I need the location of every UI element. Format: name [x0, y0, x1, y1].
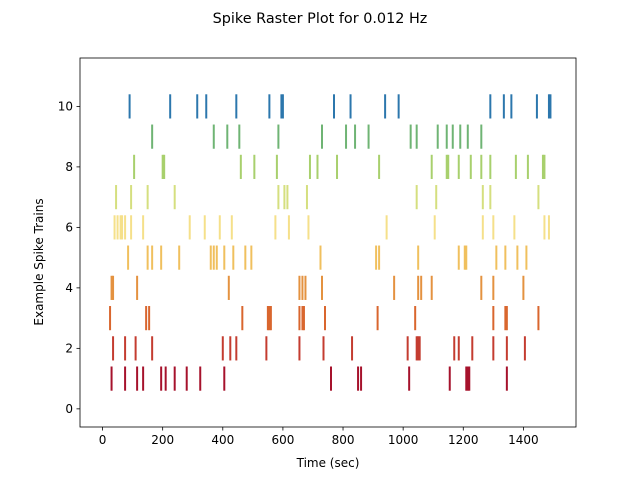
x-axis-label: Time (sec) — [296, 456, 360, 470]
spike-train-6 — [113, 215, 550, 240]
x-axis: 0 200 400 600 800 1000 1200 1400 — [99, 427, 539, 447]
spike-train-8 — [133, 154, 546, 179]
y-axis-label: Example Spike Trains — [32, 198, 46, 325]
spike-train-1 — [110, 366, 508, 391]
spike-train-10 — [128, 94, 552, 119]
x-tick-label: 1400 — [508, 433, 539, 447]
x-tick-label: 0 — [99, 433, 107, 447]
spike-train-7 — [115, 185, 540, 210]
spike-train-9 — [151, 124, 483, 149]
y-axis: 0 2 4 6 8 10 — [58, 99, 80, 416]
x-tick-label: 1200 — [448, 433, 479, 447]
y-tick-label: 6 — [65, 220, 73, 234]
axes-frame — [79, 57, 577, 428]
plot-area — [109, 94, 552, 391]
y-tick-label: 0 — [65, 402, 73, 416]
y-tick-label: 2 — [65, 341, 73, 355]
spike-train-3 — [109, 306, 540, 331]
y-tick-label: 10 — [58, 99, 73, 113]
y-tick-label: 8 — [65, 160, 73, 174]
y-tick-label: 4 — [65, 281, 73, 295]
x-tick-label: 800 — [332, 433, 355, 447]
x-tick-label: 1000 — [388, 433, 419, 447]
spike-train-5 — [127, 245, 528, 270]
chart-title: Spike Raster Plot for 0.012 Hz — [213, 11, 428, 27]
x-tick-label: 600 — [271, 433, 294, 447]
spike-train-4 — [110, 275, 525, 300]
x-tick-label: 400 — [211, 433, 234, 447]
spike-train-2 — [112, 336, 526, 361]
x-tick-label: 200 — [151, 433, 174, 447]
